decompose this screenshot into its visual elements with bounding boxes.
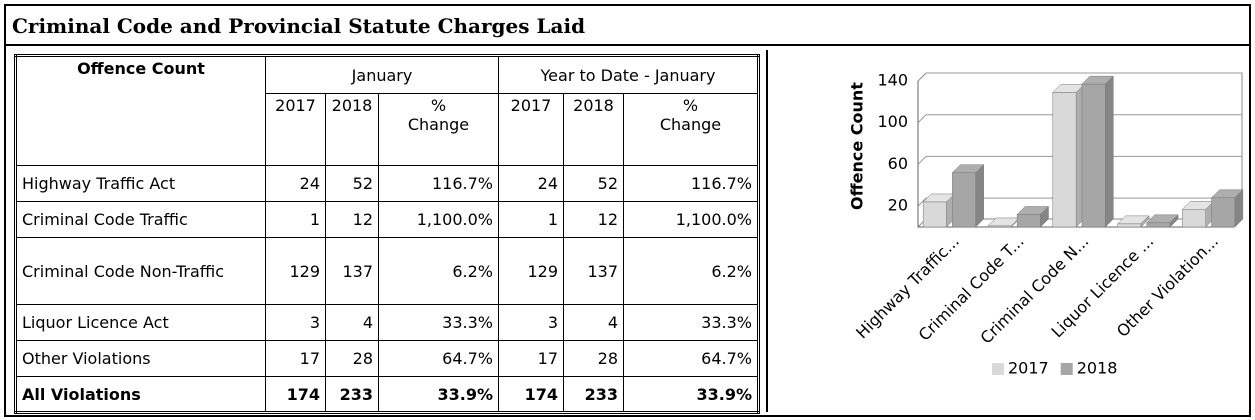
table: Offence Count January Year to Date - Janua… bbox=[14, 54, 760, 414]
table-area: Offence Count January Year to Date - Janua… bbox=[10, 50, 768, 414]
table-cell: 33.3% bbox=[378, 304, 499, 341]
table-cell: Criminal Code Traffic bbox=[15, 201, 266, 238]
subheader-text: 2018 bbox=[331, 96, 373, 115]
table-cell: 137 bbox=[325, 237, 379, 305]
subheader-text: % Change bbox=[659, 96, 722, 134]
table-cell: 6.2% bbox=[623, 237, 759, 305]
table-cell: 17 bbox=[265, 340, 326, 377]
y-tick-label: 100 bbox=[877, 112, 908, 131]
table-cell: Highway Traffic Act bbox=[15, 165, 266, 202]
y-tick-label: 60 bbox=[888, 154, 908, 173]
bar bbox=[1182, 209, 1206, 228]
legend-swatch bbox=[992, 363, 1004, 375]
subheader-cell: 2017 bbox=[265, 93, 326, 166]
table-cell: 12 bbox=[325, 201, 379, 238]
table-cell: 174 bbox=[265, 376, 326, 413]
table-cell: 33.9% bbox=[378, 376, 499, 413]
table-cell: 52 bbox=[325, 165, 379, 202]
table-cell: 1 bbox=[498, 201, 564, 238]
bar-side bbox=[975, 164, 984, 228]
table-cell: 233 bbox=[563, 376, 624, 413]
bar bbox=[1211, 197, 1236, 228]
subheader-text: 2017 bbox=[510, 96, 552, 115]
table-cell: Liquor Licence Act bbox=[15, 304, 266, 341]
table-row: Other Violations 17 28 64.7% 17 28 64.7% bbox=[15, 340, 759, 377]
subheader-text: % Change bbox=[407, 96, 470, 134]
subheader-cell: % Change bbox=[623, 93, 759, 166]
table-cell: 6.2% bbox=[378, 237, 499, 305]
subheader-cell: 2017 bbox=[498, 93, 564, 166]
legend-swatch bbox=[1060, 363, 1073, 375]
table-cell: 33.9% bbox=[623, 376, 759, 413]
table-cell: 174 bbox=[498, 376, 564, 413]
grid-line bbox=[917, 197, 1242, 207]
table-cell: 52 bbox=[563, 165, 624, 202]
legend-label: 2017 bbox=[1008, 359, 1049, 378]
table-cell: 28 bbox=[325, 340, 379, 377]
table-cell: 24 bbox=[265, 165, 326, 202]
table-row: Criminal Code Traffic 1 12 1,100.0% 1 12 1,100… bbox=[15, 201, 759, 238]
table-cell: 3 bbox=[265, 304, 326, 341]
table-row: Highway Traffic Act 24 52 116.7% 24 52 116.7% bbox=[15, 165, 759, 202]
subheader-cell: 2018 bbox=[563, 93, 624, 166]
table-cell: 233 bbox=[325, 376, 379, 413]
table-row: All Violations 174 233 33.9% 174 233 33.9% bbox=[15, 376, 759, 413]
table-cell: 137 bbox=[563, 237, 624, 305]
grid-line bbox=[917, 155, 1242, 165]
legend-label: 2018 bbox=[1077, 359, 1118, 378]
table-cell: 4 bbox=[563, 304, 624, 341]
bar bbox=[922, 201, 947, 228]
table-cell: 64.7% bbox=[623, 340, 759, 377]
table-cell: 1 bbox=[265, 201, 326, 238]
table-row: Liquor Licence Act 3 4 33.3% 3 4 33.3% bbox=[15, 304, 759, 341]
table-cell: 33.3% bbox=[623, 304, 759, 341]
header-cell: Year to Date - January bbox=[498, 55, 759, 94]
panel-title: Criminal Code and Provincial Statute Cha… bbox=[6, 6, 1249, 46]
table-cell: 129 bbox=[498, 237, 564, 305]
bar-side bbox=[1105, 75, 1114, 228]
table-cell: 116.7% bbox=[623, 165, 759, 202]
subheader-text: 2018 bbox=[573, 96, 614, 115]
table-cell: Other Violations bbox=[15, 340, 266, 377]
bar bbox=[1081, 83, 1106, 228]
bar bbox=[1146, 222, 1171, 228]
table-cell: 4 bbox=[325, 304, 379, 341]
y-tick-label: 140 bbox=[877, 71, 908, 90]
table-cell: 129 bbox=[265, 237, 326, 305]
bar bbox=[1016, 214, 1041, 228]
table-cell: 116.7% bbox=[378, 165, 499, 202]
table-cell: 24 bbox=[498, 165, 564, 202]
panel: Criminal Code and Provincial Statute Cha… bbox=[4, 4, 1251, 417]
table-cell: All Violations bbox=[15, 376, 266, 413]
bar bbox=[987, 225, 1012, 228]
header-cell: Offence Count bbox=[15, 55, 266, 166]
bar bbox=[1117, 223, 1142, 228]
table-cell: 1,100.0% bbox=[623, 201, 759, 238]
subheader-cell: 2018 bbox=[325, 93, 379, 166]
table-cell: Criminal Code Non-Traffic bbox=[15, 237, 266, 305]
subheader-row: 2017 2018 % Change 2017 2018 % Change bbox=[16, 93, 759, 166]
table-cell: 64.7% bbox=[378, 340, 499, 377]
bar bbox=[1052, 92, 1077, 228]
subheader-cell: % Change bbox=[378, 93, 499, 166]
table-cell: 28 bbox=[563, 340, 624, 377]
table-cell: 17 bbox=[498, 340, 564, 377]
table-cell: 12 bbox=[563, 201, 624, 238]
table-cell: 3 bbox=[498, 304, 564, 341]
header-cell: January bbox=[265, 55, 499, 94]
x-tick-label: Criminal Code N... bbox=[977, 232, 1093, 348]
header-row: Offence Count January Year to Date - Janua… bbox=[15, 55, 759, 166]
table-row: Criminal Code Non-Traffic 129 137 6.2% 129 13… bbox=[15, 237, 759, 305]
grid-line bbox=[917, 114, 1242, 124]
subheader-text: 2017 bbox=[275, 96, 316, 115]
y-tick-label: 20 bbox=[888, 196, 908, 215]
grid-line bbox=[917, 72, 1242, 82]
y-axis-title: Offence Count bbox=[848, 82, 867, 210]
table-cell: 1,100.0% bbox=[378, 201, 499, 238]
bar bbox=[952, 172, 976, 228]
